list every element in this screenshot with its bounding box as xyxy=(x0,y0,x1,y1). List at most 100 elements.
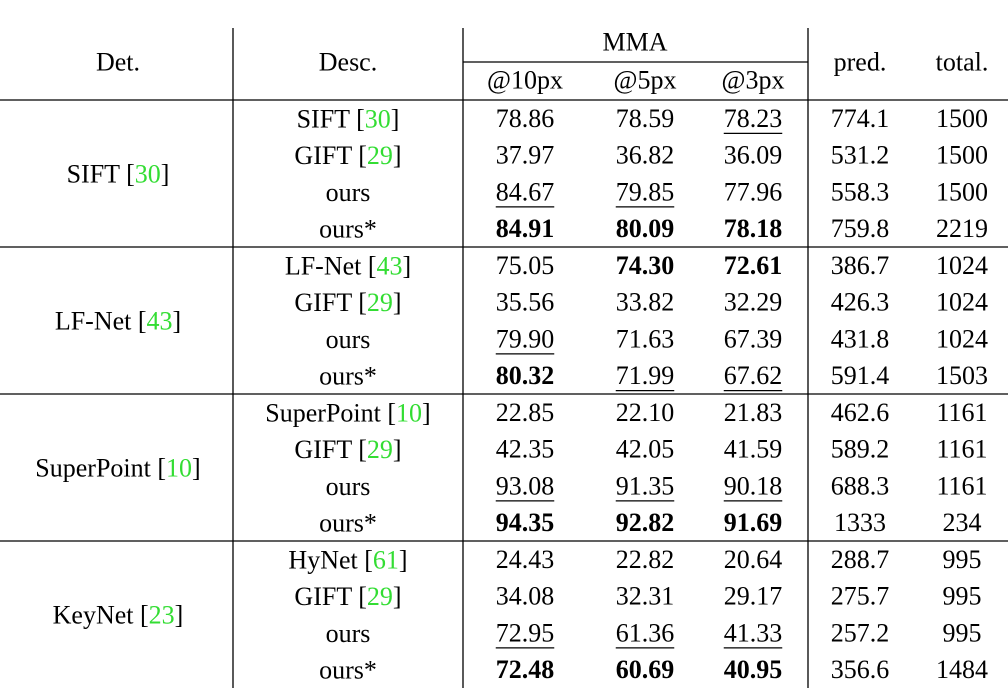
label-part: ours xyxy=(326,618,371,647)
value-cell: 40.95 xyxy=(724,655,783,684)
value-cell: 275.7 xyxy=(831,582,890,611)
value-cell: 995 xyxy=(943,618,982,647)
label-part: GIFT [ xyxy=(294,288,366,317)
value-cell: 78.23 xyxy=(724,104,783,133)
label-part: SIFT [ xyxy=(67,159,135,188)
value-cell: 1500 xyxy=(936,104,988,133)
descriptor-cell: GIFT [29] xyxy=(294,435,401,464)
value-cell: 1484 xyxy=(936,655,988,684)
value-cell: 20.64 xyxy=(724,545,783,574)
label-part: GIFT [ xyxy=(294,435,366,464)
value-cell: 688.3 xyxy=(831,471,890,500)
header-cell: @3px xyxy=(722,66,785,95)
value-cell: 42.05 xyxy=(616,435,675,464)
value-cell: 1161 xyxy=(936,471,987,500)
value-cell: 29.17 xyxy=(724,582,783,611)
value-cell: 84.67 xyxy=(496,177,555,206)
value-cell: 36.82 xyxy=(616,141,675,170)
value-cell: 1333 xyxy=(834,508,886,537)
label-part: ] xyxy=(161,159,170,188)
value-cell: 32.29 xyxy=(724,288,783,317)
label-part: LF-Net [ xyxy=(285,251,377,280)
label-part: ] xyxy=(399,545,408,574)
header-cell: pred. xyxy=(834,48,887,77)
value-cell: 995 xyxy=(943,545,982,574)
header-cell: @5px xyxy=(614,66,677,95)
label-part: ours* xyxy=(319,655,377,684)
value-cell: 78.59 xyxy=(616,104,675,133)
value-cell: 995 xyxy=(943,582,982,611)
label-part: LF-Net [ xyxy=(55,306,147,335)
descriptor-cell: ours xyxy=(326,177,371,206)
value-cell: 93.08 xyxy=(496,471,555,500)
value-cell: 32.31 xyxy=(616,582,675,611)
label-part: HyNet [ xyxy=(288,545,372,574)
value-cell: 35.56 xyxy=(496,288,555,317)
value-cell: 67.62 xyxy=(724,361,783,390)
citation: 10 xyxy=(396,398,422,427)
value-cell: 1500 xyxy=(936,177,988,206)
value-cell: 531.2 xyxy=(831,141,890,170)
value-cell: 1161 xyxy=(936,435,987,464)
label-part: ours xyxy=(326,471,371,500)
value-cell: 79.90 xyxy=(496,324,555,353)
value-cell: 356.6 xyxy=(831,655,890,684)
label-part: ] xyxy=(393,582,402,611)
value-cell: 79.85 xyxy=(616,177,675,206)
descriptor-cell: GIFT [29] xyxy=(294,288,401,317)
header-cell: @10px xyxy=(487,66,563,95)
value-cell: 41.33 xyxy=(724,618,783,647)
header-cell: MMA xyxy=(602,28,667,57)
value-cell: 71.63 xyxy=(616,324,675,353)
value-cell: 1024 xyxy=(936,324,988,353)
value-cell: 386.7 xyxy=(831,251,890,280)
value-cell: 91.35 xyxy=(616,471,675,500)
citation: 29 xyxy=(367,141,393,170)
descriptor-cell: ours* xyxy=(319,361,377,390)
label-part: KeyNet [ xyxy=(53,600,149,629)
value-cell: 431.8 xyxy=(831,324,890,353)
value-cell: 74.30 xyxy=(616,251,675,280)
value-cell: 591.4 xyxy=(831,361,890,390)
value-cell: 774.1 xyxy=(831,104,890,133)
value-cell: 1503 xyxy=(936,361,988,390)
label-part: GIFT [ xyxy=(294,141,366,170)
detector-cell: SIFT [30] xyxy=(67,159,170,188)
value-cell: 759.8 xyxy=(831,214,890,243)
detector-cell: SuperPoint [10] xyxy=(35,453,200,482)
value-cell: 462.6 xyxy=(831,398,890,427)
value-cell: 77.96 xyxy=(724,177,783,206)
descriptor-cell: ours* xyxy=(319,214,377,243)
value-cell: 41.59 xyxy=(724,435,783,464)
label-part: SuperPoint [ xyxy=(35,453,166,482)
value-cell: 558.3 xyxy=(831,177,890,206)
value-cell: 2219 xyxy=(936,214,988,243)
value-cell: 22.82 xyxy=(616,545,675,574)
value-cell: 90.18 xyxy=(724,471,783,500)
citation: 61 xyxy=(373,545,399,574)
label-part: GIFT [ xyxy=(294,582,366,611)
value-cell: 92.82 xyxy=(616,508,675,537)
descriptor-cell: LF-Net [43] xyxy=(285,251,411,280)
value-cell: 426.3 xyxy=(831,288,890,317)
value-cell: 24.43 xyxy=(496,545,555,574)
header-cell: Det. xyxy=(96,48,140,77)
value-cell: 75.05 xyxy=(496,251,555,280)
value-cell: 1024 xyxy=(936,251,988,280)
value-cell: 72.95 xyxy=(496,618,555,647)
label-part: ] xyxy=(393,141,402,170)
value-cell: 22.85 xyxy=(496,398,555,427)
value-cell: 61.36 xyxy=(616,618,675,647)
label-part: ] xyxy=(403,251,412,280)
value-cell: 72.48 xyxy=(496,655,555,684)
label-part: SuperPoint [ xyxy=(265,398,396,427)
value-cell: 78.86 xyxy=(496,104,555,133)
value-cell: 34.08 xyxy=(496,582,555,611)
value-cell: 1161 xyxy=(936,398,987,427)
label-part: ] xyxy=(192,453,201,482)
label-part: ours xyxy=(326,177,371,206)
value-cell: 33.82 xyxy=(616,288,675,317)
value-cell: 36.09 xyxy=(724,141,783,170)
descriptor-cell: ours xyxy=(326,471,371,500)
